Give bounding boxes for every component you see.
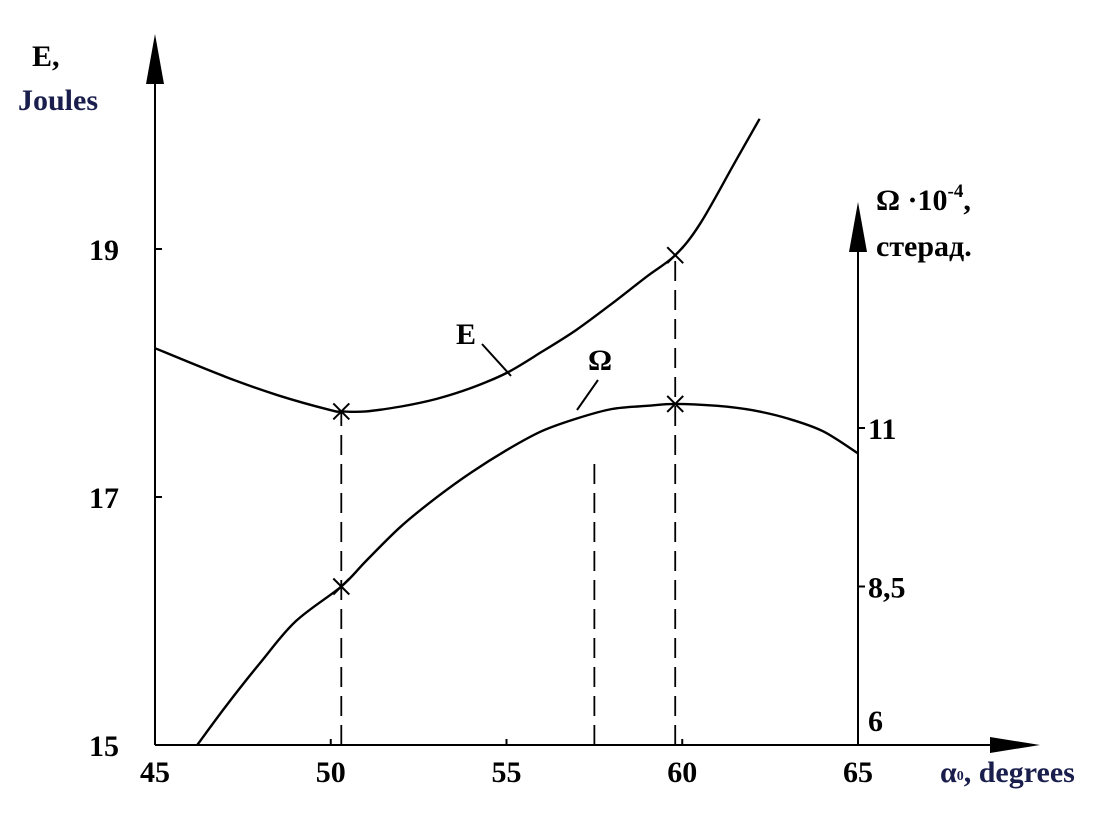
data-point-marker	[332, 402, 351, 421]
left-axis-label-line2: Joules	[18, 84, 98, 117]
reference-line-group	[340, 255, 677, 745]
series-group	[154, 118, 859, 746]
right-axis-label-sup: -4	[948, 181, 964, 202]
x-axis-label-suffix: , degrees	[964, 756, 1075, 789]
left-tick-label: 17	[89, 482, 119, 515]
marker-group	[332, 246, 684, 596]
left-tick-label: 15	[89, 730, 119, 763]
right-axis-label-line1: Ω ·10-4,	[876, 181, 971, 217]
x-tick-label: 65	[843, 756, 873, 789]
data-point-marker	[666, 246, 684, 264]
left-axis-label-line1: E,	[32, 40, 60, 73]
left-y-axis-arrow	[146, 34, 164, 84]
right-tick-label: 8,5	[868, 572, 906, 605]
x-tick-label: 50	[316, 756, 346, 789]
left-tick-group: 15 17 19	[89, 234, 162, 763]
right-tick-group: 6 8,5 11	[858, 413, 906, 746]
x-axis-label-sub: 0	[957, 769, 964, 784]
right-y-axis-arrow	[849, 202, 867, 252]
left-tick-label: 19	[89, 234, 119, 267]
right-axis-label-line2: стерад.	[876, 230, 972, 263]
curve-label-omega-leader	[576, 379, 599, 411]
right-tick-label: 6	[868, 705, 883, 738]
series-line-e	[154, 118, 761, 414]
x-axis-arrow	[990, 737, 1040, 753]
data-point-marker	[332, 577, 351, 596]
x-axis-label: α0, degrees	[940, 756, 1075, 789]
x-tick-label: 55	[492, 756, 522, 789]
curve-label-e: E	[456, 318, 476, 351]
right-axis-label-comma: ,	[963, 184, 971, 217]
x-tick-label: 60	[667, 756, 697, 789]
curve-label-e-leader	[481, 343, 512, 377]
series-line-omega	[196, 402, 859, 746]
x-tick-group: 45 50 55 60 65	[140, 739, 873, 789]
x-tick-label: 45	[140, 756, 170, 789]
data-point-marker	[666, 395, 684, 413]
right-tick-label: 11	[868, 413, 896, 446]
curve-label-omega: Ω	[588, 344, 612, 377]
